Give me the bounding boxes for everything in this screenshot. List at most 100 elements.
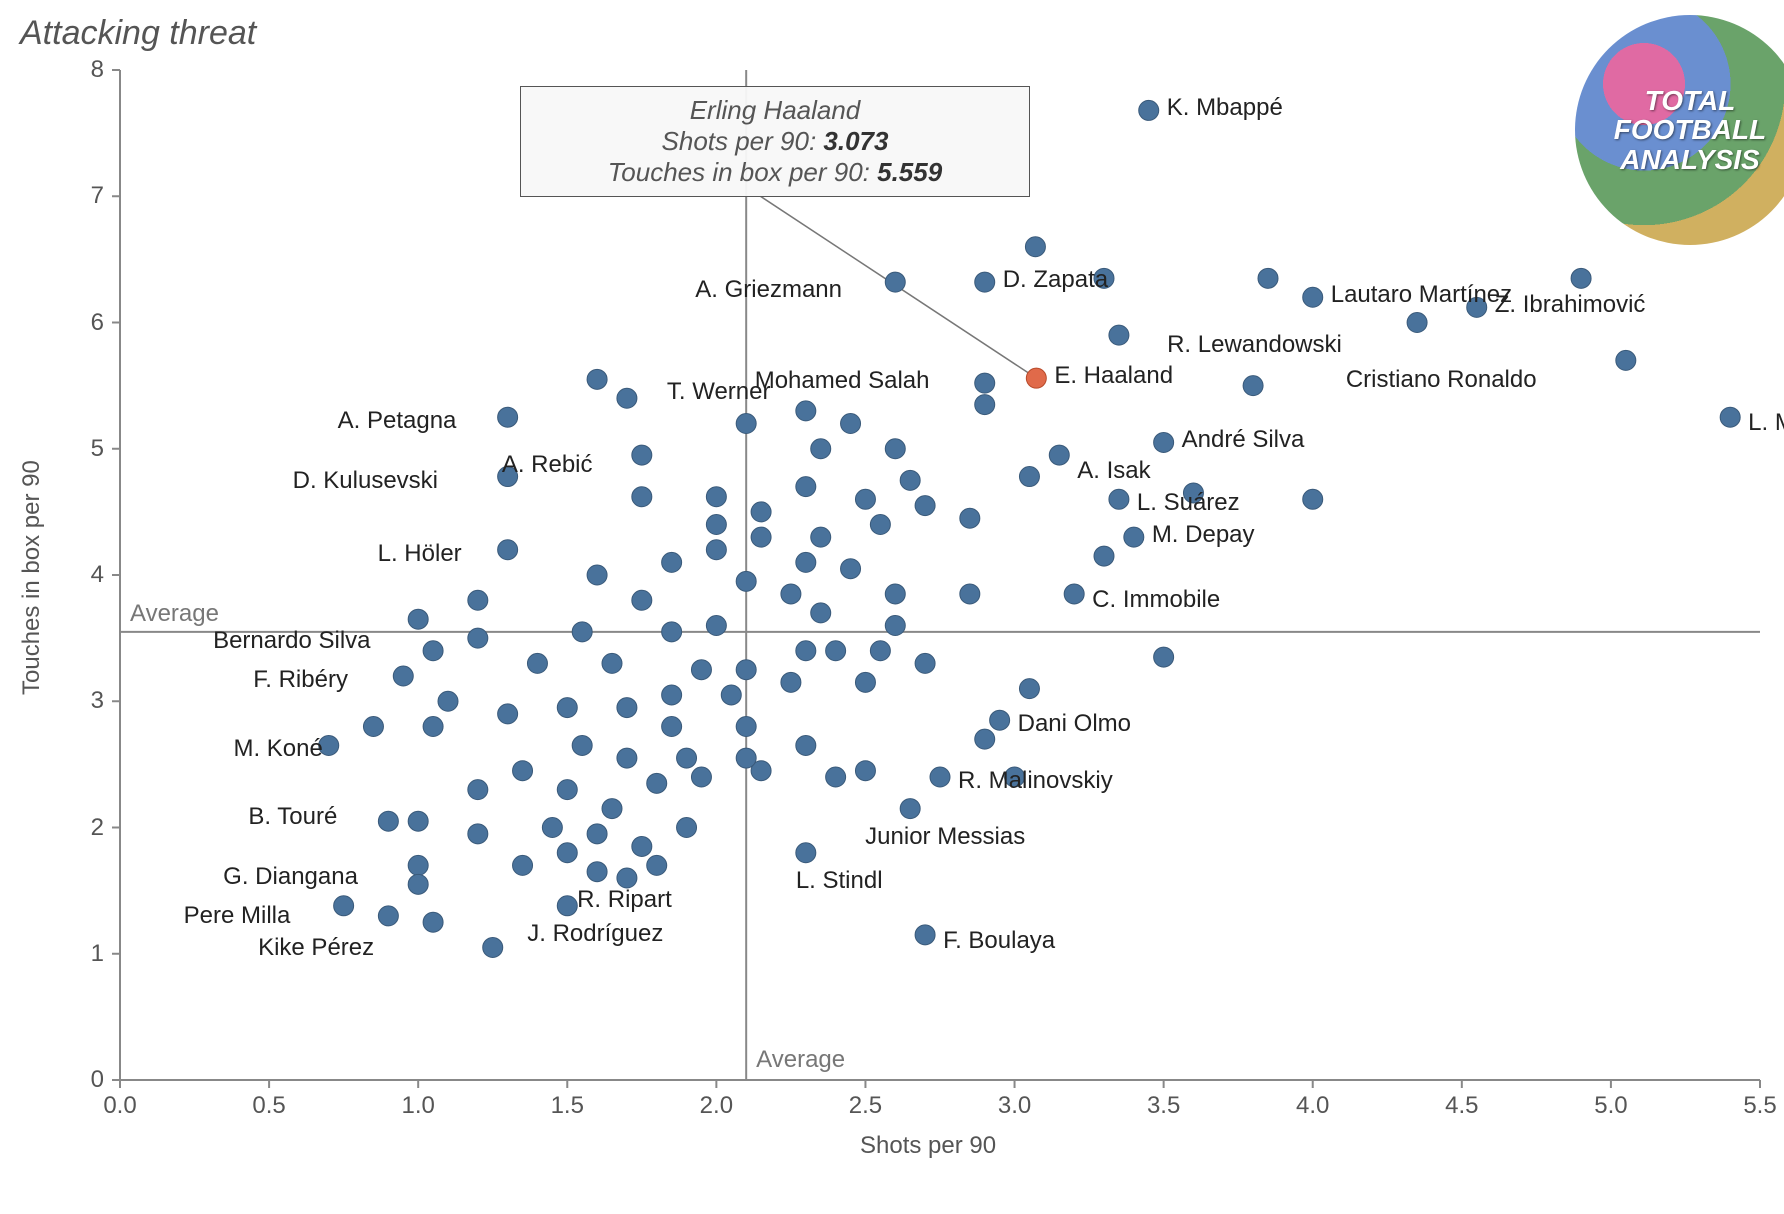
scatter-point	[885, 616, 905, 636]
point-label: Pere Milla	[184, 902, 291, 930]
point-label: Lautaro Martínez	[1331, 281, 1512, 309]
scatter-point	[1064, 584, 1084, 604]
scatter-point	[930, 767, 950, 787]
y-tick-label: 6	[74, 309, 104, 337]
scatter-point	[587, 862, 607, 882]
scatter-point	[498, 407, 518, 427]
point-label: L. Stindl	[796, 867, 883, 895]
scatter-point	[1154, 432, 1174, 452]
scatter-point	[1258, 268, 1278, 288]
scatter-point	[811, 527, 831, 547]
scatter-point	[706, 515, 726, 535]
x-tick-label: 3.0	[995, 1092, 1035, 1120]
scatter-point	[900, 799, 920, 819]
point-label: B. Touré	[248, 803, 337, 831]
scatter-point	[1094, 546, 1114, 566]
tooltip-name: Erling Haaland	[535, 95, 1015, 126]
scatter-point	[468, 824, 488, 844]
scatter-point	[632, 590, 652, 610]
point-label: Mohamed Salah	[755, 367, 930, 395]
scatter-point	[706, 540, 726, 560]
scatter-point	[617, 698, 637, 718]
point-label: L. Suárez	[1137, 489, 1240, 517]
scatter-point	[587, 369, 607, 389]
point-label: Kike Pérez	[258, 934, 374, 962]
x-tick-label: 0.0	[100, 1092, 140, 1120]
point-label: K. Mbappé	[1167, 94, 1283, 122]
scatter-point	[706, 616, 726, 636]
tooltip-box: Erling HaalandShots per 90: 3.073Touches…	[520, 86, 1030, 197]
tooltip-line-1: Shots per 90: 3.073	[535, 126, 1015, 157]
scatter-point	[587, 824, 607, 844]
scatter-point	[632, 836, 652, 856]
y-tick-label: 2	[74, 814, 104, 842]
y-tick-label: 5	[74, 435, 104, 463]
scatter-point	[393, 666, 413, 686]
point-label: F. Ribéry	[253, 666, 348, 694]
point-label: André Silva	[1182, 426, 1305, 454]
scatter-point	[617, 388, 637, 408]
scatter-point	[1124, 527, 1144, 547]
y-tick-label: 4	[74, 561, 104, 589]
scatter-point	[855, 489, 875, 509]
scatter-point	[542, 818, 562, 838]
scatter-point	[826, 641, 846, 661]
scatter-point	[915, 925, 935, 945]
scatter-point	[1139, 100, 1159, 120]
x-tick-label: 1.0	[398, 1092, 438, 1120]
scatter-point	[587, 565, 607, 585]
scatter-point	[706, 487, 726, 507]
scatter-point	[885, 272, 905, 292]
scatter-point	[1019, 467, 1039, 487]
x-tick-label: 5.0	[1591, 1092, 1631, 1120]
scatter-point	[408, 855, 428, 875]
scatter-point	[468, 780, 488, 800]
scatter-point	[796, 552, 816, 572]
scatter-point	[900, 470, 920, 490]
scatter-point	[662, 717, 682, 737]
scatter-point	[662, 622, 682, 642]
scatter-point	[975, 729, 995, 749]
x-tick-label: 0.5	[249, 1092, 289, 1120]
point-label: E. Haaland	[1054, 362, 1173, 390]
scatter-point	[557, 896, 577, 916]
scatter-point	[662, 685, 682, 705]
point-label: L. Messi	[1748, 409, 1784, 437]
scatter-point	[1049, 445, 1069, 465]
point-label: D. Kulusevski	[293, 467, 438, 495]
scatter-point	[677, 818, 697, 838]
scatter-point	[781, 584, 801, 604]
scatter-point	[423, 912, 443, 932]
scatter-point	[736, 717, 756, 737]
point-label: Dani Olmo	[1018, 710, 1131, 738]
scatter-point	[1571, 268, 1591, 288]
scatter-point	[647, 773, 667, 793]
scatter-point	[1303, 287, 1323, 307]
scatter-point	[1303, 489, 1323, 509]
point-label: Cristiano Ronaldo	[1346, 366, 1537, 394]
y-tick-label: 3	[74, 687, 104, 715]
point-label: A. Petagna	[338, 407, 457, 435]
scatter-point	[960, 584, 980, 604]
scatter-point	[960, 508, 980, 528]
scatter-point	[751, 502, 771, 522]
scatter-point	[408, 874, 428, 894]
x-tick-label: 4.0	[1293, 1092, 1333, 1120]
scatter-point	[1154, 647, 1174, 667]
scatter-point	[736, 414, 756, 434]
scatter-point	[691, 767, 711, 787]
point-label: R. Lewandowski	[1167, 331, 1342, 359]
highlight-point	[1026, 368, 1046, 388]
avg-x-label: Average	[756, 1046, 845, 1074]
scatter-point	[826, 767, 846, 787]
y-axis-label: Touches in box per 90	[18, 460, 46, 695]
scatter-point	[617, 748, 637, 768]
scatter-point	[870, 641, 890, 661]
brand-logo-text: TOTALFOOTBALLANALYSIS	[1614, 86, 1766, 174]
x-tick-label: 3.5	[1144, 1092, 1184, 1120]
x-axis-label: Shots per 90	[860, 1132, 996, 1160]
scatter-point	[796, 641, 816, 661]
scatter-point	[811, 439, 831, 459]
x-tick-label: 1.5	[547, 1092, 587, 1120]
scatter-point	[796, 401, 816, 421]
